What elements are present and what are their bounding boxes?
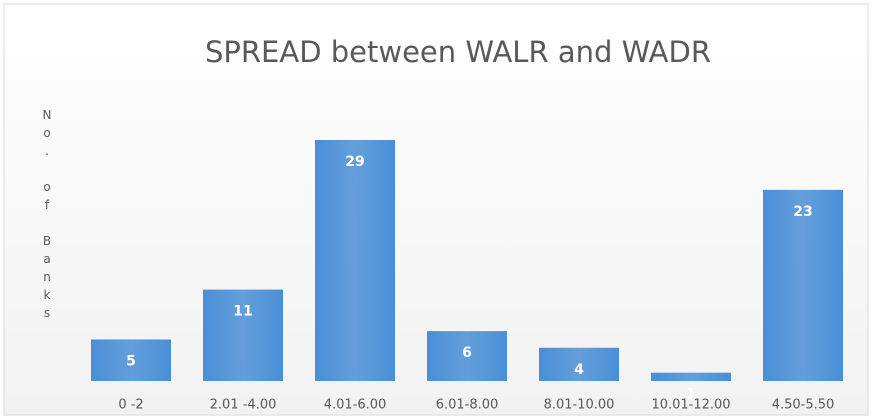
bar xyxy=(763,189,843,381)
bar xyxy=(203,289,283,381)
chart-title: SPREAD between WALR and WADR xyxy=(205,35,711,69)
y-axis-label: No. of Banks xyxy=(40,108,54,324)
value-label: 4 xyxy=(574,362,584,378)
bar xyxy=(315,140,395,381)
value-label: 6 xyxy=(462,345,472,361)
x-tick-label: 4.01-6.00 xyxy=(324,398,387,413)
x-tick-label: 10.01-12.00 xyxy=(651,398,730,413)
x-tick-label: 8.01-10.00 xyxy=(544,398,615,413)
x-tick-label: 6.01-8.00 xyxy=(436,398,499,413)
value-label: 5 xyxy=(126,353,136,369)
value-label: 11 xyxy=(233,304,252,320)
value-label: 23 xyxy=(793,204,812,220)
bar xyxy=(427,331,507,381)
bar xyxy=(651,372,731,381)
x-tick-label: 2.01 -4.00 xyxy=(210,398,277,413)
bar xyxy=(539,347,619,381)
value-label: 29 xyxy=(345,154,364,170)
x-tick-label: 0 -2 xyxy=(118,398,143,413)
bar xyxy=(91,339,171,381)
x-tick-label: 4.50-5.50 xyxy=(772,398,835,413)
value-label: 1 xyxy=(686,387,696,403)
